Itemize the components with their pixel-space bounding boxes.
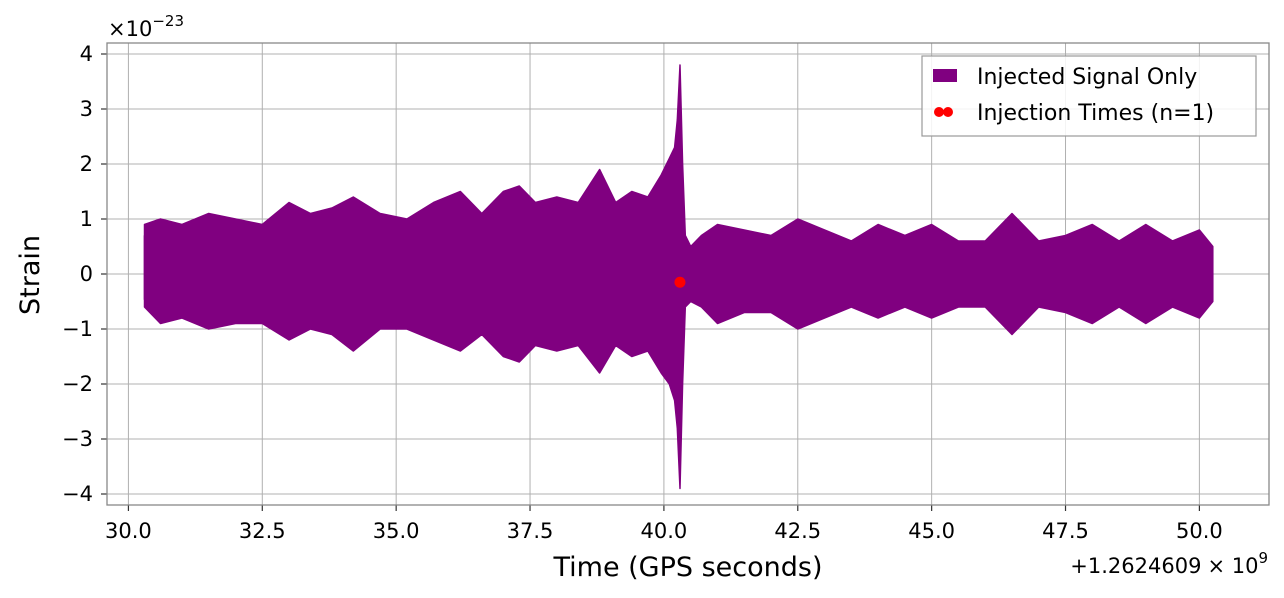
- y-axis-ticks: −4 −3 −2 −1 0 1 2 3 4: [62, 42, 107, 506]
- y-tick-label: −4: [62, 482, 93, 506]
- legend-marker-injection-times: [943, 107, 953, 117]
- x-axis-label: Time (GPS seconds): [552, 552, 822, 583]
- y-tick-label: 3: [80, 97, 93, 121]
- plot-frame: [106, 42, 1270, 506]
- x-tick-label: 32.5: [239, 519, 286, 543]
- x-tick-label: 40.0: [641, 519, 688, 543]
- x-tick-label: 47.5: [1042, 519, 1089, 543]
- injection-time-marker: [674, 276, 686, 288]
- legend: Injected Signal Only Injection Times (n=…: [921, 55, 1257, 137]
- x-tick-label: 30.0: [105, 519, 152, 543]
- x-tick-label: 35.0: [373, 519, 420, 543]
- series-layer: [143, 64, 1214, 490]
- y-tick-label: 4: [80, 42, 93, 66]
- y-tick-label: −2: [62, 372, 93, 396]
- legend-box: [921, 55, 1257, 137]
- y-tick-label: 1: [80, 207, 93, 231]
- legend-label-injected-signal: Injected Signal Only: [977, 65, 1197, 90]
- legend-swatch-injected-signal: [933, 69, 957, 82]
- y-tick-label: 2: [80, 152, 93, 176]
- y-scale-label: ×10−23: [108, 12, 184, 41]
- x-axis-ticks: 30.0 32.5 35.0 37.5 40.0 42.5 45.0 47.5 50.0: [105, 505, 1223, 543]
- legend-marker-injection-times: [934, 107, 944, 117]
- x-tick-label: 42.5: [774, 519, 821, 543]
- y-tick-label: 0: [80, 262, 93, 286]
- x-tick-label: 50.0: [1176, 519, 1223, 543]
- y-tick-label: −1: [62, 317, 93, 341]
- x-offset-label: +1.2624609 × 109: [1070, 549, 1268, 578]
- legend-label-injection-times: Injection Times (n=1): [977, 101, 1214, 126]
- y-axis-label: Strain: [15, 235, 46, 315]
- signal-oscillation: [143, 98, 1212, 455]
- y-tick-label: −3: [62, 427, 93, 451]
- x-tick-label: 37.5: [507, 519, 554, 543]
- x-tick-label: 45.0: [908, 519, 955, 543]
